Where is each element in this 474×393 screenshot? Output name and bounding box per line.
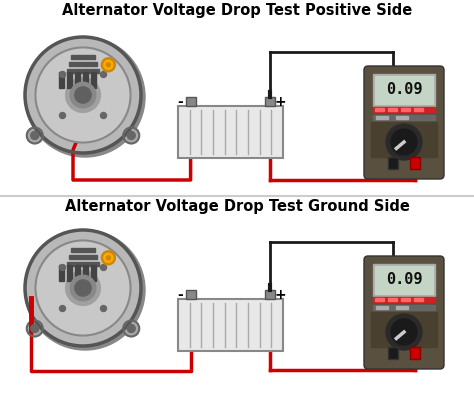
Bar bbox=[373, 107, 435, 112]
Bar bbox=[414, 298, 423, 301]
Bar bbox=[67, 69, 99, 73]
Bar bbox=[376, 116, 388, 119]
Circle shape bbox=[75, 280, 91, 296]
Circle shape bbox=[70, 275, 96, 301]
Text: -: - bbox=[178, 95, 183, 109]
Circle shape bbox=[25, 230, 141, 346]
Bar bbox=[401, 108, 410, 111]
Bar bbox=[69, 62, 97, 66]
Bar bbox=[388, 157, 398, 169]
Circle shape bbox=[106, 256, 110, 260]
Circle shape bbox=[386, 124, 422, 160]
Bar bbox=[69, 255, 97, 259]
Bar bbox=[396, 306, 408, 309]
Bar bbox=[186, 97, 196, 106]
Bar bbox=[67, 265, 72, 281]
Text: Alternator Voltage Drop Test Positive Side: Alternator Voltage Drop Test Positive Si… bbox=[62, 3, 412, 18]
Bar bbox=[91, 72, 96, 88]
Circle shape bbox=[60, 112, 65, 119]
Bar bbox=[373, 305, 435, 310]
Text: 0.09: 0.09 bbox=[386, 272, 422, 288]
Text: 0.09: 0.09 bbox=[386, 83, 422, 97]
Circle shape bbox=[27, 127, 43, 143]
Circle shape bbox=[123, 321, 139, 336]
Bar bbox=[376, 306, 388, 309]
Circle shape bbox=[391, 129, 417, 155]
Circle shape bbox=[386, 314, 422, 350]
Text: +: + bbox=[274, 288, 286, 302]
Bar bbox=[373, 74, 435, 106]
Circle shape bbox=[100, 305, 107, 312]
Circle shape bbox=[101, 251, 115, 265]
Circle shape bbox=[127, 132, 135, 140]
Bar bbox=[74, 72, 80, 88]
Circle shape bbox=[100, 264, 107, 270]
Bar bbox=[375, 76, 433, 104]
Bar bbox=[373, 297, 435, 302]
Circle shape bbox=[75, 87, 91, 103]
Circle shape bbox=[101, 58, 115, 72]
Bar bbox=[410, 347, 420, 359]
Bar bbox=[178, 106, 283, 158]
Circle shape bbox=[31, 132, 39, 140]
Bar bbox=[375, 298, 384, 301]
Bar bbox=[388, 108, 397, 111]
Circle shape bbox=[127, 325, 135, 332]
Circle shape bbox=[60, 305, 65, 312]
Bar bbox=[67, 72, 72, 88]
Bar bbox=[67, 262, 99, 266]
Bar bbox=[396, 116, 408, 119]
Circle shape bbox=[25, 37, 145, 157]
Bar bbox=[371, 312, 437, 347]
Bar bbox=[375, 266, 433, 294]
Bar bbox=[71, 248, 95, 252]
Bar bbox=[373, 115, 435, 120]
Circle shape bbox=[25, 230, 145, 350]
Bar bbox=[371, 122, 437, 157]
Bar bbox=[186, 290, 196, 299]
Bar bbox=[265, 97, 275, 106]
Circle shape bbox=[60, 264, 65, 270]
Bar bbox=[388, 347, 398, 359]
Circle shape bbox=[100, 72, 107, 77]
Circle shape bbox=[65, 77, 100, 112]
Bar bbox=[91, 265, 96, 281]
Circle shape bbox=[391, 319, 417, 345]
Bar bbox=[410, 157, 420, 169]
Bar bbox=[82, 72, 88, 88]
Bar bbox=[373, 264, 435, 296]
Bar bbox=[178, 299, 283, 351]
Bar bbox=[375, 108, 384, 111]
Circle shape bbox=[36, 241, 130, 336]
FancyBboxPatch shape bbox=[364, 66, 444, 179]
Circle shape bbox=[60, 72, 65, 77]
FancyBboxPatch shape bbox=[364, 256, 444, 369]
Bar bbox=[388, 298, 397, 301]
Bar bbox=[74, 265, 80, 281]
Circle shape bbox=[65, 271, 100, 305]
Circle shape bbox=[104, 253, 113, 262]
Circle shape bbox=[123, 127, 139, 143]
Bar bbox=[414, 108, 423, 111]
Text: Alternator Voltage Drop Test Ground Side: Alternator Voltage Drop Test Ground Side bbox=[64, 199, 410, 214]
Circle shape bbox=[31, 325, 39, 332]
Circle shape bbox=[36, 48, 130, 143]
Circle shape bbox=[106, 63, 110, 67]
Circle shape bbox=[25, 37, 141, 153]
Bar bbox=[59, 72, 64, 88]
Bar bbox=[82, 265, 88, 281]
Text: -: - bbox=[178, 288, 183, 302]
Bar bbox=[401, 298, 410, 301]
Bar bbox=[59, 265, 64, 281]
Circle shape bbox=[100, 112, 107, 119]
Circle shape bbox=[104, 60, 113, 69]
Bar bbox=[71, 55, 95, 59]
Circle shape bbox=[70, 82, 96, 108]
Bar bbox=[265, 290, 275, 299]
Text: +: + bbox=[274, 95, 286, 109]
Circle shape bbox=[27, 321, 43, 336]
